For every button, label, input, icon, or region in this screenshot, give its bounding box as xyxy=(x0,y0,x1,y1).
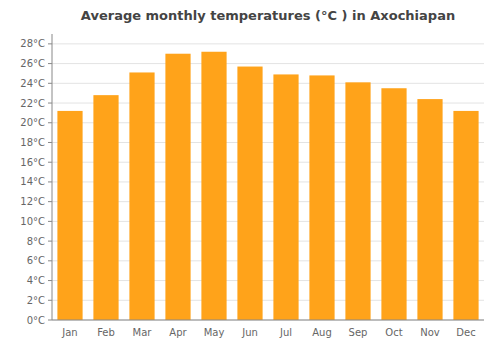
bar xyxy=(345,82,370,320)
x-tick-label: Mar xyxy=(133,327,153,338)
bar xyxy=(201,52,226,320)
y-tick-label: 20°C xyxy=(20,117,45,128)
grid-line xyxy=(52,83,484,84)
y-tick xyxy=(48,320,52,321)
y-tick-label: 6°C xyxy=(27,255,45,266)
y-tick xyxy=(48,122,52,123)
y-tick-label: 10°C xyxy=(20,216,45,227)
y-tick xyxy=(48,241,52,242)
bar xyxy=(129,72,154,320)
x-tick-label: Nov xyxy=(420,327,440,338)
bar xyxy=(57,111,82,320)
y-tick-label: 16°C xyxy=(20,157,45,168)
x-tick-label: May xyxy=(204,327,225,338)
x-axis: Jan Feb Mar Apr May Jun Jul Aug Sep Oct Nov Dec xyxy=(52,320,484,338)
bar xyxy=(273,74,298,320)
y-tick xyxy=(48,103,52,104)
y-tick-label: 8°C xyxy=(27,236,45,247)
bar xyxy=(93,95,118,320)
title: Average monthly temperatures (°C ) in Ax… xyxy=(81,8,455,23)
x-tick-label: Aug xyxy=(312,327,332,338)
y-tick-label: 2°C xyxy=(27,295,45,306)
y-tick-label: 4°C xyxy=(27,275,45,286)
x-tick-label: Apr xyxy=(169,327,187,338)
y-tick xyxy=(48,142,52,143)
x-tick-label: Sep xyxy=(349,327,368,338)
y-tick xyxy=(48,280,52,281)
y-tick xyxy=(48,43,52,44)
bar xyxy=(237,67,262,320)
y-tick xyxy=(48,83,52,84)
y-tick xyxy=(48,221,52,222)
y-tick xyxy=(48,181,52,182)
y-tick-label: 12°C xyxy=(20,196,45,207)
grid xyxy=(52,44,484,320)
bar xyxy=(381,88,406,320)
y-tick-label: 18°C xyxy=(20,137,45,148)
grid-line xyxy=(52,43,484,44)
bar xyxy=(417,99,442,320)
y-tick xyxy=(48,201,52,202)
x-axis-line xyxy=(52,320,484,321)
grid-line xyxy=(52,320,484,321)
y-axis-line xyxy=(52,34,53,320)
y-tick-label: 14°C xyxy=(20,176,45,187)
y-tick-label: 28°C xyxy=(20,38,45,49)
y-tick-label: 22°C xyxy=(20,98,45,109)
grid-line xyxy=(52,63,484,64)
bar xyxy=(165,54,190,320)
x-tick-label: Feb xyxy=(97,327,115,338)
x-tick-label: Jul xyxy=(279,327,292,338)
y-tick xyxy=(48,260,52,261)
bar xyxy=(309,75,334,320)
bar xyxy=(453,111,478,320)
y-tick-label: 26°C xyxy=(20,58,45,69)
x-tick-label: Dec xyxy=(456,327,475,338)
chart: Average monthly temperatures (°C ) in Ax… xyxy=(0,0,500,350)
y-axis: 0°C 2°C 4°C 6°C 8°C 10°C 12°C 14°C 16°C 18°C 20°C 2… xyxy=(20,34,52,326)
y-tick-label: 0°C xyxy=(27,315,45,326)
y-tick xyxy=(48,162,52,163)
x-tick-label: Oct xyxy=(385,327,402,338)
y-tick xyxy=(48,63,52,64)
y-tick xyxy=(48,300,52,301)
y-tick-label: 24°C xyxy=(20,78,45,89)
chart-container: Average monthly temperatures (°C ) in Ax… xyxy=(0,0,500,350)
x-tick-label: Jan xyxy=(61,327,77,338)
x-tick-label: Jun xyxy=(241,327,258,338)
bars xyxy=(57,52,478,320)
